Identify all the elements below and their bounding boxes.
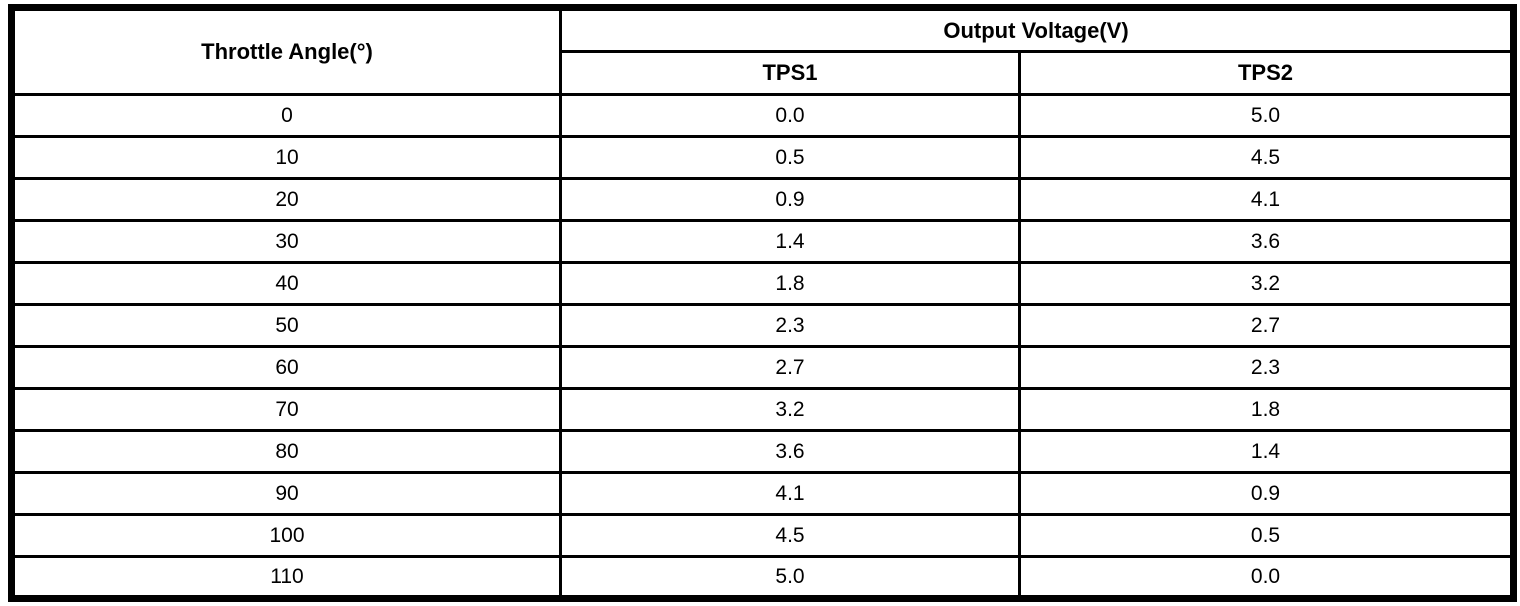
table-row: 90 4.1 0.9 (10, 471, 1516, 516)
table-row: 0 0.0 5.0 (10, 93, 1516, 138)
table-row: 50 2.3 2.7 (10, 303, 1516, 348)
tps1-cell: 3.6 (559, 429, 1021, 474)
tps1-cell: 2.3 (559, 303, 1021, 348)
angle-cell: 70 (10, 387, 562, 432)
tps1-cell: 4.1 (559, 471, 1021, 516)
header-tps1: TPS1 (559, 50, 1021, 96)
angle-cell: 80 (10, 429, 562, 474)
tps2-cell: 0.5 (1017, 513, 1516, 558)
table-row: 40 1.8 3.2 (10, 261, 1516, 306)
tps2-cell: 1.8 (1017, 387, 1516, 432)
tps2-cell: 5.0 (1017, 93, 1516, 138)
angle-cell: 20 (10, 177, 562, 222)
tps1-cell: 0.0 (559, 93, 1021, 138)
angle-cell: 50 (10, 303, 562, 348)
angle-cell: 0 (10, 93, 562, 138)
table-row: 70 3.2 1.8 (10, 387, 1516, 432)
tps2-cell: 4.5 (1017, 135, 1516, 180)
tps1-cell: 0.9 (559, 177, 1021, 222)
tps2-cell: 1.4 (1017, 429, 1516, 474)
table-header-row-2: TPS1 TPS2 (12, 50, 1516, 96)
tps1-cell: 2.7 (559, 345, 1021, 390)
table-row: 110 5.0 0.0 (10, 555, 1516, 600)
tps1-cell: 0.5 (559, 135, 1021, 180)
table-row: 20 0.9 4.1 (10, 177, 1516, 222)
angle-cell: 90 (10, 471, 562, 516)
table-row: 30 1.4 3.6 (10, 219, 1516, 264)
table-row: 60 2.7 2.3 (10, 345, 1516, 390)
header-throttle-angle: Throttle Angle(°) (10, 6, 562, 96)
tps1-cell: 1.8 (559, 261, 1021, 306)
table-row: 80 3.6 1.4 (10, 429, 1516, 474)
tps1-cell: 5.0 (559, 555, 1021, 600)
tps2-cell: 0.9 (1017, 471, 1516, 516)
table-header-row-1: Throttle Angle(°) Output Voltage(V) (10, 6, 1516, 96)
header-tps2: TPS2 (1017, 50, 1516, 96)
tps1-cell: 1.4 (559, 219, 1021, 264)
tps2-cell: 3.2 (1017, 261, 1516, 306)
tps1-cell: 4.5 (559, 513, 1021, 558)
tps2-cell: 3.6 (1017, 219, 1516, 264)
tps1-cell: 3.2 (559, 387, 1021, 432)
tps2-cell: 2.7 (1017, 303, 1516, 348)
tps2-cell: 0.0 (1017, 555, 1516, 600)
angle-cell: 10 (10, 135, 562, 180)
table-row: 10 0.5 4.5 (10, 135, 1516, 180)
header-output-voltage: Output Voltage(V) (558, 6, 1516, 53)
tps2-cell: 4.1 (1017, 177, 1516, 222)
angle-cell: 60 (10, 345, 562, 390)
angle-cell: 30 (10, 219, 562, 264)
tps-voltage-table: Throttle Angle(°) Output Voltage(V) TPS1… (8, 4, 1518, 602)
angle-cell: 110 (10, 555, 562, 600)
table-row: 100 4.5 0.5 (10, 513, 1516, 558)
angle-cell: 40 (10, 261, 562, 306)
tps2-cell: 2.3 (1017, 345, 1516, 390)
angle-cell: 100 (10, 513, 562, 558)
